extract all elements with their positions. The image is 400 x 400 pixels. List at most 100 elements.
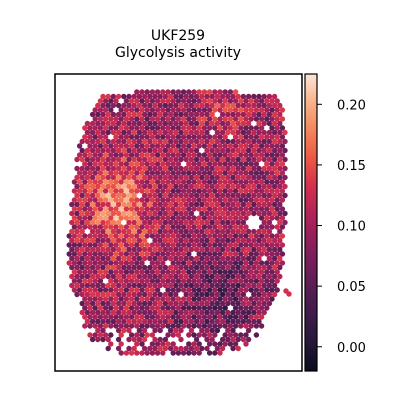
hex-spot [240,282,247,289]
hex-spot [261,183,267,190]
hex-spot [134,233,140,239]
hex-spot [108,143,114,149]
hex-spot [69,201,75,208]
hex-spot [178,264,184,271]
hex-spot [191,89,197,95]
hex-spot [206,287,213,293]
hex-spot [251,273,257,280]
hex-spot [264,233,270,239]
hex-spot [219,336,226,343]
hex-spot [87,224,93,230]
hex-spot [217,152,223,158]
hex-spot [92,161,98,167]
hex-spot [149,305,156,311]
hex-spot [277,165,283,172]
hex-spot [154,260,161,266]
hex-spot [84,246,91,253]
hex-spot [271,273,278,280]
hex-spot [92,332,98,338]
hex-spot [212,314,218,320]
hex-spot [87,278,93,284]
hex-spot [128,269,135,275]
hex-spot [225,156,231,163]
hex-spot [191,188,197,194]
hex-spot [178,318,184,325]
hex-spot [128,134,135,140]
hex-spot [225,264,231,271]
hex-spot [108,107,114,113]
hex-spot [134,161,140,167]
hex-spot [180,350,187,356]
hex-spot [180,251,187,257]
hex-spot [92,215,98,221]
hex-spot [115,138,122,145]
hex-spot [222,215,228,221]
hex-spot [74,165,80,172]
hex-spot [201,125,208,131]
hex-spot [204,273,210,280]
hex-spot [225,183,231,190]
hex-spot [95,282,101,289]
hex-spot [165,98,171,104]
hex-spot [89,210,96,217]
hex-spot [126,282,132,289]
hex-spot [243,152,249,158]
hex-spot [209,210,215,217]
hex-spot [113,233,119,239]
hex-spot [271,246,278,253]
hex-spot [269,260,275,266]
hex-spot [199,174,205,181]
hex-spot [186,152,192,158]
hex-spot [165,332,171,338]
hex-spot [170,341,176,347]
hex-spot [219,201,226,208]
hex-spot [118,215,124,221]
hex-spot [209,219,215,226]
hex-spot [87,296,93,302]
hex-spot [269,179,275,185]
hex-spot [110,138,117,145]
hex-spot [222,233,228,239]
hex-spot [149,251,156,257]
hex-spot [154,170,161,176]
hex-spot [230,228,236,235]
hex-spot [162,120,169,127]
hex-spot [115,327,122,334]
hex-spot [245,156,252,163]
hex-spot [206,233,213,239]
hex-spot [84,183,91,190]
hex-spot [89,165,96,172]
hex-spot [152,318,158,325]
hex-spot [97,224,104,230]
hex-spot [188,120,195,127]
hex-spot [178,255,184,262]
hex-spot [214,192,221,199]
hex-spot [141,237,148,244]
hex-spot [102,233,109,239]
hex-spot [188,156,195,163]
hex-spot [282,174,288,181]
hex-spot [139,116,145,122]
hex-spot [186,278,192,284]
hex-spot [121,183,127,190]
hex-spot [95,237,101,244]
hex-spot [165,179,171,185]
hex-spot [154,125,161,131]
hex-spot [199,309,205,316]
hex-spot [219,102,226,109]
hex-spot [121,318,127,325]
hex-spot [170,179,176,185]
hex-spot [222,107,228,113]
hex-spot [240,120,247,127]
hex-spot [264,287,270,293]
hex-spot [154,116,161,122]
hex-spot [277,102,283,109]
hex-spot [92,143,98,149]
hex-spot [266,237,273,244]
hex-spot [258,143,265,149]
hex-spot [100,291,106,298]
hex-spot [118,134,124,140]
hex-spot [173,291,179,298]
hex-spot [261,120,267,127]
hex-spot [240,138,247,145]
